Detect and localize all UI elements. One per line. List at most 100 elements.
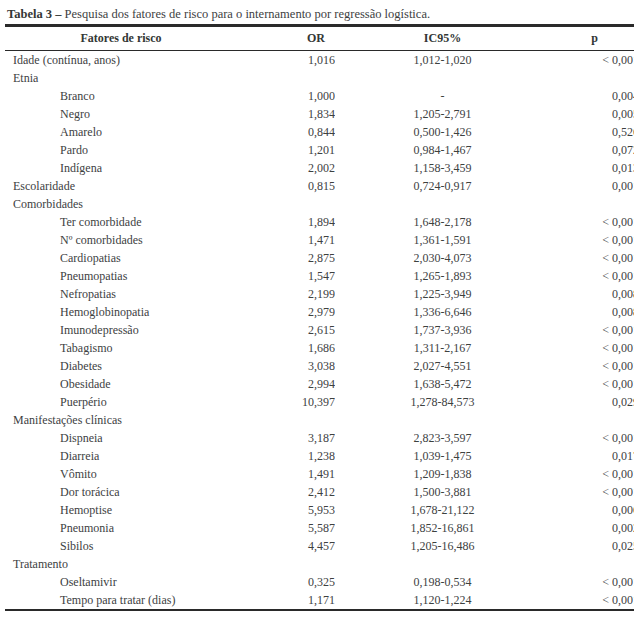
ic95-cell: - — [335, 87, 550, 105]
p-cell — [550, 411, 634, 429]
or-cell: 1,238 — [237, 447, 335, 465]
ic95-cell: 2,823-3,597 — [335, 429, 550, 447]
p-cell: 0,526 — [550, 123, 634, 141]
p-cell — [550, 555, 634, 573]
table-row: Puerpério 10,397 1,278-84,573 0,029 — [5, 393, 634, 411]
ic95-cell: 1,737-3,936 — [335, 321, 550, 339]
p-cell: < 0,001 — [550, 267, 634, 285]
header-row: Fatores de risco OR IC95% p — [5, 26, 634, 51]
p-cell: < 0,001 — [550, 249, 634, 267]
factor-cell: Idade (contínua, anos) — [5, 51, 237, 70]
or-cell: 2,412 — [237, 483, 335, 501]
table-row: Idade (contínua, anos) 1,016 1,012-1,020… — [5, 51, 634, 70]
group-header-row: Etnia — [5, 69, 634, 87]
table-row: Pneumopatias 1,547 1,265-1,893 < 0,001 — [5, 267, 634, 285]
p-cell: < 0,001 — [550, 231, 634, 249]
factor-cell: Dispneia — [5, 429, 237, 447]
ic95-cell: 0,500-1,426 — [335, 123, 550, 141]
p-cell: 0,072 — [550, 141, 634, 159]
table-row: Vômito 1,491 1,209-1,838 < 0,001 — [5, 465, 634, 483]
or-cell: 0,325 — [237, 573, 335, 591]
factor-cell: Tabagismo — [5, 339, 237, 357]
or-cell: 1,016 — [237, 51, 335, 70]
p-cell: < 0,001 — [550, 213, 634, 231]
factor-cell: Tempo para tratar (dias) — [5, 591, 237, 610]
p-cell: < 0,001 — [550, 429, 634, 447]
or-cell: 1,894 — [237, 213, 335, 231]
ic95-cell: 2,027-4,551 — [335, 357, 550, 375]
factor-cell: Hemoptise — [5, 501, 237, 519]
ic95-cell: 1,648-2,178 — [335, 213, 550, 231]
table-row: Oseltamivir 0,325 0,198-0,534 < 0,001 — [5, 573, 634, 591]
factor-cell: Cardiopatias — [5, 249, 237, 267]
ic95-cell: 0,724-0,917 — [335, 177, 550, 195]
factor-cell: Obesidade — [5, 375, 237, 393]
factor-cell: Amarelo — [5, 123, 237, 141]
factor-cell: Escolaridade — [5, 177, 237, 195]
ic95-cell: 1,225-3,949 — [335, 285, 550, 303]
table-row: Imunodepressão 2,615 1,737-3,936 < 0,001 — [5, 321, 634, 339]
or-cell: 2,979 — [237, 303, 335, 321]
or-cell: 1,834 — [237, 105, 335, 123]
or-cell — [237, 195, 335, 213]
risk-factors-table: Fatores de risco OR IC95% p Idade (contí… — [5, 24, 634, 611]
factor-cell: Oseltamivir — [5, 573, 237, 591]
or-cell: 3,187 — [237, 429, 335, 447]
ic95-cell: 1,278-84,573 — [335, 393, 550, 411]
table-row: Pneumonia 5,587 1,852-16,861 0,002 — [5, 519, 634, 537]
p-cell: 0,005 — [550, 105, 634, 123]
factor-cell: Ter comorbidade — [5, 213, 237, 231]
factor-cell: Comorbidades — [5, 195, 237, 213]
or-cell: 1,000 — [237, 87, 335, 105]
or-cell: 1,471 — [237, 231, 335, 249]
p-cell: < 0,001 — [550, 375, 634, 393]
p-cell: 0,013 — [550, 159, 634, 177]
or-cell: 5,587 — [237, 519, 335, 537]
or-cell: 10,397 — [237, 393, 335, 411]
or-cell: 2,875 — [237, 249, 335, 267]
ic95-cell: 1,852-16,861 — [335, 519, 550, 537]
factor-cell: Branco — [5, 87, 237, 105]
header-or: OR — [237, 26, 335, 51]
factor-cell: Dor torácica — [5, 483, 237, 501]
ic95-cell — [335, 69, 550, 87]
factor-cell: Imunodepressão — [5, 321, 237, 339]
factor-cell: Manifestações clínicas — [5, 411, 237, 429]
p-cell: 0,008 — [550, 285, 634, 303]
p-cell: < 0,001 — [550, 591, 634, 610]
p-cell: < 0,001 — [550, 573, 634, 591]
factor-cell: Sibilos — [5, 537, 237, 555]
table-figure: Tabela 3 – Pesquisa dos fatores de risco… — [0, 0, 634, 611]
or-cell: 2,615 — [237, 321, 335, 339]
p-cell: 0,029 — [550, 393, 634, 411]
or-cell: 4,457 — [237, 537, 335, 555]
factor-cell: Pneumopatias — [5, 267, 237, 285]
p-cell: 0,002 — [550, 519, 634, 537]
table-row: Obesidade 2,994 1,638-5,472 < 0,001 — [5, 375, 634, 393]
factor-cell: Pardo — [5, 141, 237, 159]
header-p: p — [550, 26, 634, 51]
p-cell: < 0,001 — [550, 483, 634, 501]
ic95-cell: 1,039-1,475 — [335, 447, 550, 465]
ic95-cell: 1,361-1,591 — [335, 231, 550, 249]
or-cell: 0,815 — [237, 177, 335, 195]
ic95-cell: 1,336-6,646 — [335, 303, 550, 321]
factor-cell: Puerpério — [5, 393, 237, 411]
or-cell: 0,844 — [237, 123, 335, 141]
header-fatores-de-risco: Fatores de risco — [5, 26, 237, 51]
table-row: Branco 1,000 - 0,004 — [5, 87, 634, 105]
table-row: Diarreia 1,238 1,039-1,475 0,017 — [5, 447, 634, 465]
factor-cell: Nº comorbidades — [5, 231, 237, 249]
factor-cell: Etnia — [5, 69, 237, 87]
factor-cell: Diarreia — [5, 447, 237, 465]
ic95-cell: 2,030-4,073 — [335, 249, 550, 267]
p-cell: < 0,001 — [550, 357, 634, 375]
p-cell — [550, 195, 634, 213]
factor-cell: Tratamento — [5, 555, 237, 573]
factor-cell: Indígena — [5, 159, 237, 177]
ic95-cell: 1,209-1,838 — [335, 465, 550, 483]
ic95-cell: 1,678-21,122 — [335, 501, 550, 519]
p-cell: < 0,001 — [550, 339, 634, 357]
or-cell — [237, 411, 335, 429]
table-row: Nefropatias 2,199 1,225-3,949 0,008 — [5, 285, 634, 303]
